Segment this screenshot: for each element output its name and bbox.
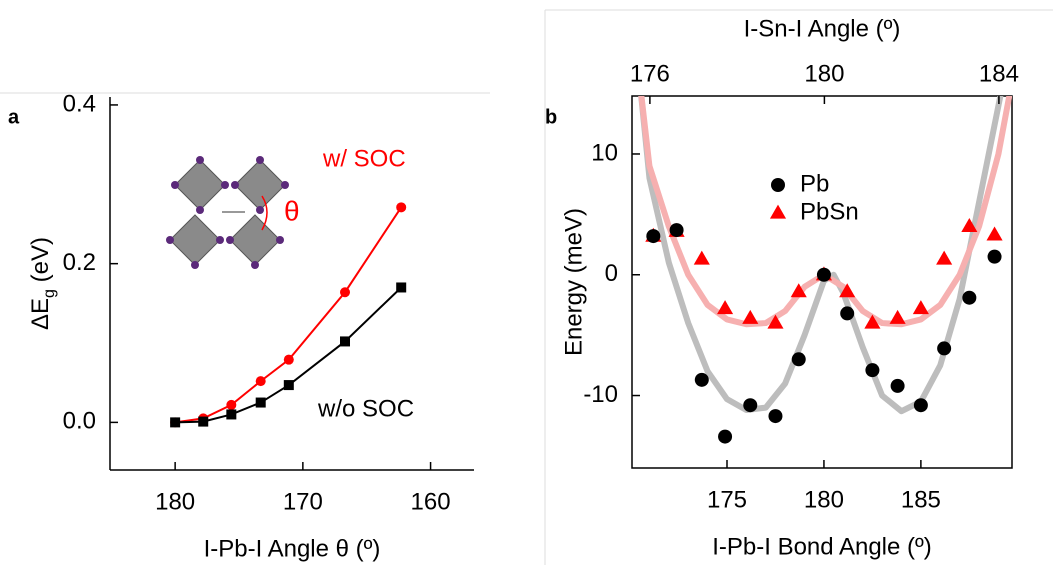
data-point	[962, 291, 976, 305]
data-point	[988, 250, 1002, 264]
y-tick-label: 0.2	[63, 249, 96, 276]
legend-marker	[771, 178, 785, 192]
data-point	[695, 373, 709, 387]
data-point	[792, 352, 806, 366]
y-label-unit: (eV)	[27, 237, 54, 289]
y-tick-label: 0.0	[63, 408, 96, 435]
data-point	[694, 251, 710, 265]
x-tick-label: 180	[155, 488, 195, 515]
legend-label: Pb	[800, 170, 829, 197]
data-point	[937, 341, 951, 355]
y-tick-label: 0.4	[63, 90, 96, 117]
x2-tick-label: 176	[630, 60, 670, 87]
data-point	[768, 409, 782, 423]
data-point	[987, 226, 1003, 240]
x2-axis-label: I-Sn-I Angle (º)	[744, 15, 901, 42]
data-point	[936, 251, 952, 265]
data-point	[865, 363, 879, 377]
data-point	[340, 287, 350, 297]
x-axis-label: I-Pb-I Angle θ (º)	[204, 535, 381, 562]
data-point	[718, 430, 732, 444]
data-point	[396, 282, 406, 292]
panel-label: b	[545, 106, 557, 128]
data-point	[226, 400, 236, 410]
y-label-main: ΔE	[27, 298, 54, 330]
data-point	[170, 417, 180, 427]
y-tick-label: 0	[605, 260, 618, 287]
fit-curve	[640, 57, 1008, 411]
data-point	[646, 229, 660, 243]
x-tick-label: 180	[804, 486, 844, 513]
data-point	[717, 300, 733, 314]
data-point	[891, 379, 905, 393]
data-point	[913, 300, 929, 314]
data-point	[256, 376, 266, 386]
inset-structure	[166, 156, 289, 269]
data-point	[742, 310, 758, 324]
series-label: w/ SOC	[322, 145, 406, 172]
x2-tick-label: 180	[804, 60, 844, 87]
y-tick-label: 10	[591, 139, 618, 166]
data-point	[340, 336, 350, 346]
x2-tick-label: 184	[979, 60, 1019, 87]
data-point	[226, 409, 236, 419]
y-axis-label: ΔEg (eV)	[27, 237, 58, 330]
data-point	[840, 306, 854, 320]
legend-marker	[770, 205, 786, 219]
data-point	[256, 398, 266, 408]
data-point	[743, 398, 757, 412]
data-point	[198, 417, 208, 427]
x-tick-label: 175	[707, 486, 747, 513]
annotation: θ	[284, 195, 300, 226]
page: a 180 170 160 0.0 0.2 0.4 I-Pb-I Angle θ (º) ΔEg…	[0, 0, 1053, 565]
data-point	[817, 268, 831, 282]
data-point	[284, 355, 294, 365]
x-tick-label: 170	[283, 488, 323, 515]
x-axis-label: I-Pb-I Bond Angle (º)	[712, 533, 932, 560]
data-point	[396, 202, 406, 212]
data-point	[284, 380, 294, 390]
x-tick-label: 185	[901, 486, 941, 513]
data-point	[670, 223, 684, 237]
y-axis-label: Energy (meV)	[560, 208, 587, 356]
data-point	[914, 398, 928, 412]
series-label: w/o SOC	[317, 395, 414, 422]
y-label-sub: g	[41, 289, 58, 298]
legend-label: PbSn	[800, 198, 859, 225]
x-tick-label: 160	[411, 488, 451, 515]
fit-curves	[640, 57, 1012, 411]
data-point	[890, 310, 906, 324]
y-tick-label: -10	[583, 381, 618, 408]
figure: a 180 170 160 0.0 0.2 0.4 I-Pb-I Angle θ (º) ΔEg…	[0, 0, 1053, 565]
panel-label: a	[8, 106, 20, 128]
